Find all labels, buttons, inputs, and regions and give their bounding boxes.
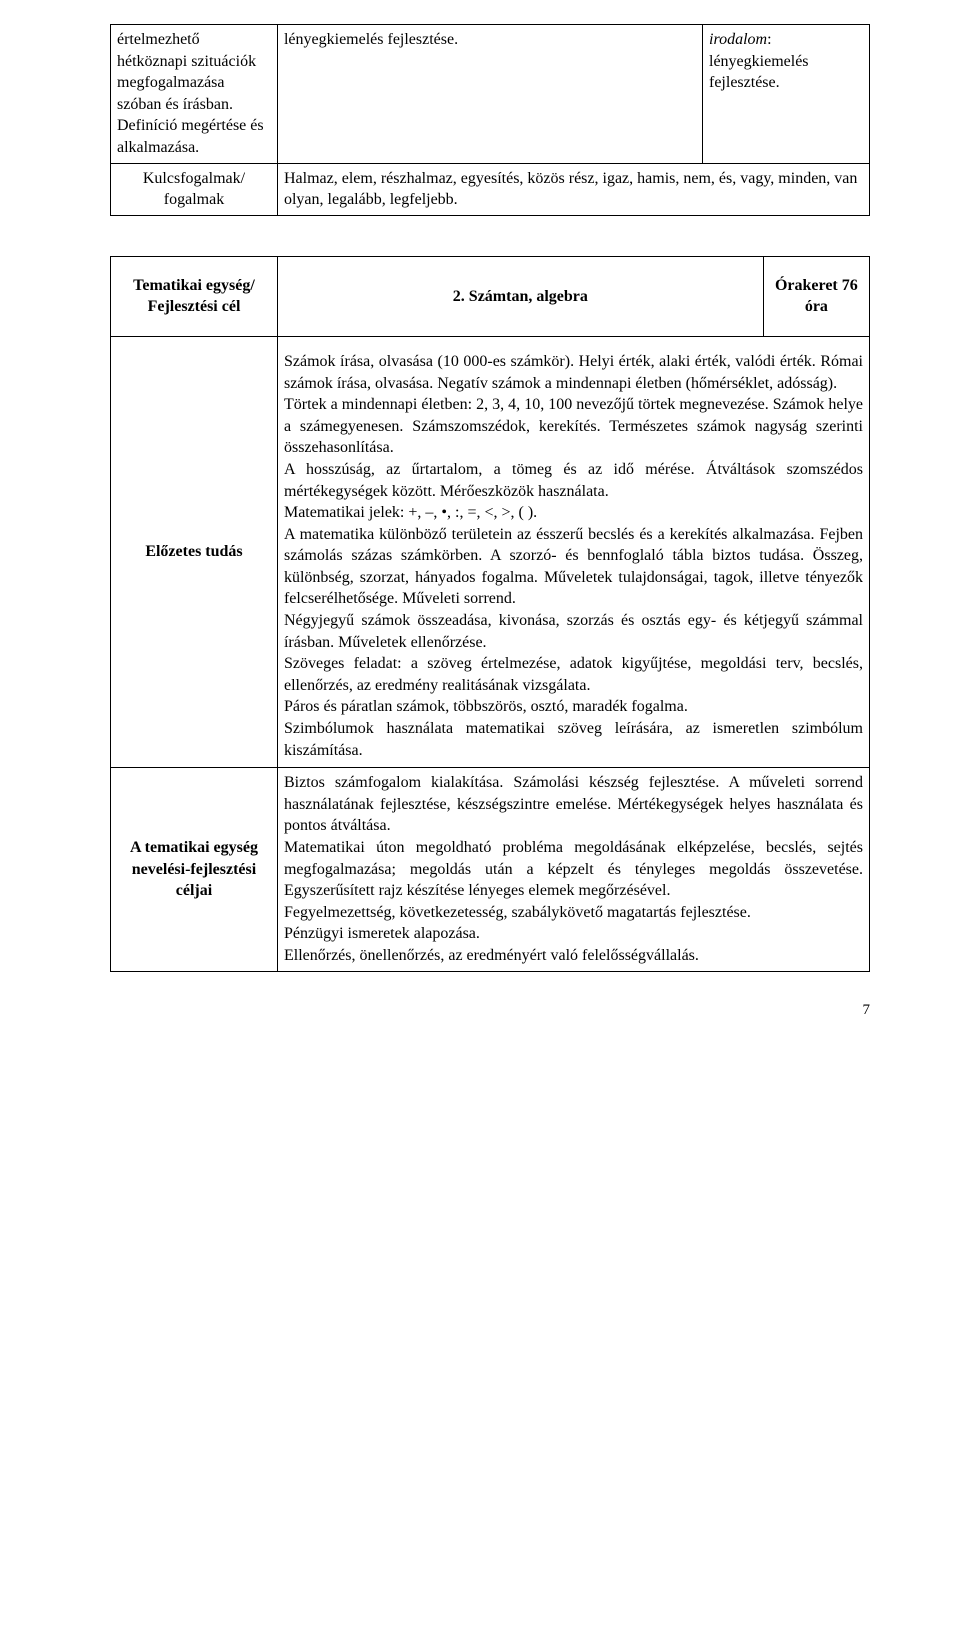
cell-topic-title: 2. Számtan, algebra: [277, 256, 763, 336]
text: A tematikai egység nevelési-fejlesztési …: [117, 837, 271, 902]
text: Kulcsfogalmak/ fogalmak: [117, 168, 271, 211]
text: Biztos számfogalom kialakítása. Számolás…: [284, 772, 863, 966]
top-table: értelmezhető hétköznapi szituációk megfo…: [110, 24, 870, 216]
text: értelmezhető hétköznapi szituációk megfo…: [117, 29, 271, 159]
cell-prior-knowledge-label: Előzetes tudás: [111, 336, 278, 767]
cell-thematic-unit-label: Tematikai egység/ Fejlesztési cél: [111, 256, 278, 336]
cell-goals-value: Biztos számfogalom kialakítása. Számolás…: [277, 768, 869, 971]
table-row: Kulcsfogalmak/ fogalmak Halmaz, elem, ré…: [111, 163, 870, 215]
text: Halmaz, elem, részhalmaz, egyesítés, köz…: [284, 168, 863, 211]
cell-literature: irodalom: lényegkiemelés fejlesztése.: [703, 25, 870, 164]
cell-goals-label: A tematikai egység nevelési-fejlesztési …: [111, 768, 278, 971]
table-row: értelmezhető hétköznapi szituációk megfo…: [111, 25, 870, 164]
cell-highlight-dev: lényegkiemelés fejlesztése.: [277, 25, 702, 164]
text: lényegkiemelés fejlesztése.: [284, 29, 696, 51]
cell-prior-knowledge-value: Számok írása, olvasása (10 000-es számkö…: [277, 336, 869, 767]
text: Előzetes tudás: [117, 541, 271, 563]
cell-definitions: értelmezhető hétköznapi szituációk megfo…: [111, 25, 278, 164]
cell-key-concepts-value: Halmaz, elem, részhalmaz, egyesítés, köz…: [277, 163, 869, 215]
cell-hours: Órakeret 76 óra: [763, 256, 869, 336]
page-number: 7: [110, 1000, 870, 1020]
main-table: Tematikai egység/ Fejlesztési cél 2. Szá…: [110, 256, 870, 972]
cell-key-concepts-label: Kulcsfogalmak/ fogalmak: [111, 163, 278, 215]
table-row: A tematikai egység nevelési-fejlesztési …: [111, 768, 870, 971]
text: 2. Számtan, algebra: [284, 286, 757, 308]
text: Számok írása, olvasása (10 000-es számkö…: [284, 351, 863, 761]
text: Órakeret 76 óra: [770, 275, 863, 318]
table-row: Tematikai egység/ Fejlesztési cél 2. Szá…: [111, 256, 870, 336]
italic-text: irodalom: [709, 31, 767, 48]
table-row: Előzetes tudás Számok írása, olvasása (1…: [111, 336, 870, 767]
text: Tematikai egység/ Fejlesztési cél: [117, 275, 271, 318]
